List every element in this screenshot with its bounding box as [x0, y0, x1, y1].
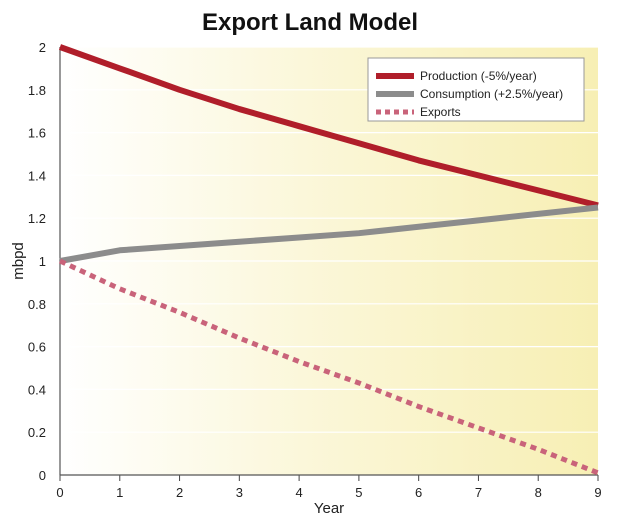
legend-label: Consumption (+2.5%/year)	[420, 87, 563, 101]
x-tick-label: 3	[236, 485, 243, 500]
x-tick-label: 6	[415, 485, 422, 500]
x-tick-label: 8	[535, 485, 542, 500]
y-tick-label: 0.4	[28, 382, 46, 397]
y-tick-label: 2	[39, 40, 46, 55]
y-tick-label: 0.6	[28, 340, 46, 355]
y-tick-label: 0.8	[28, 297, 46, 312]
tick-labels: 0 0.2 0.4 0.6 0.8 1 1.2 1.4 1.6 1.8 2 0 1 2 3 4 5 6 7 8 9	[28, 40, 602, 500]
legend-label: Exports	[420, 105, 461, 119]
x-tick-label: 0	[56, 485, 63, 500]
chart-title: Export Land Model	[202, 9, 418, 36]
series-line-2	[59, 204, 599, 264]
y-axis-label: mbpd	[10, 242, 27, 280]
grid-lines	[60, 46, 598, 433]
y-tick-label: 1.2	[28, 211, 46, 226]
y-tick-label: 1	[39, 254, 46, 269]
y-tick-label: 1.6	[28, 126, 46, 141]
x-tick-label: 7	[475, 485, 482, 500]
series-line-1	[58, 44, 599, 209]
series-layer	[58, 44, 599, 476]
y-tick-label: 0	[39, 468, 46, 483]
y-tick-label: 1.4	[28, 168, 46, 183]
series-line-3	[58, 258, 599, 476]
x-tick-label: 2	[176, 485, 183, 500]
x-axis-label: Year	[314, 500, 344, 517]
y-tick-label: 1.8	[28, 83, 46, 98]
x-tick-label: 4	[295, 485, 302, 500]
legend-label: Production (-5%/year)	[420, 69, 537, 83]
x-tick-label: 9	[594, 485, 601, 500]
x-tick-label: 1	[116, 485, 123, 500]
legend: Production (-5%/year) Consumption (+2.5%/…	[367, 57, 585, 122]
y-tick-label: 0.2	[28, 425, 46, 440]
x-tick-label: 5	[355, 485, 362, 500]
